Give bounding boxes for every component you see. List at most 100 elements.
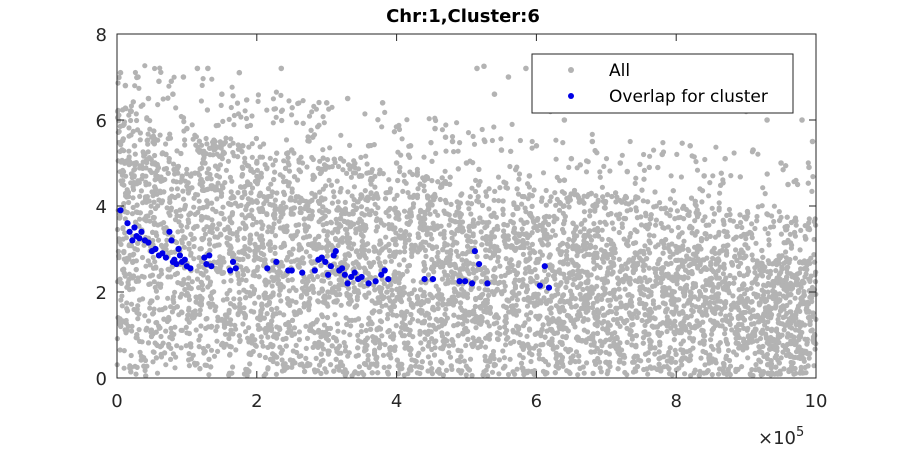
all-point: [313, 355, 319, 361]
all-point: [118, 297, 124, 303]
all-point: [344, 170, 350, 176]
all-point: [574, 253, 580, 259]
all-point: [674, 151, 680, 157]
all-point: [463, 372, 469, 378]
all-point: [437, 196, 443, 203]
all-point: [257, 154, 263, 160]
all-point: [291, 325, 298, 331]
all-point: [474, 65, 480, 72]
all-point: [624, 372, 630, 378]
all-point: [156, 307, 163, 313]
all-point: [255, 98, 261, 104]
all-point: [594, 283, 600, 289]
all-point: [285, 277, 291, 283]
all-point: [478, 305, 484, 311]
all-point: [323, 369, 329, 375]
all-point: [393, 323, 399, 329]
all-point: [341, 340, 347, 346]
all-point: [292, 360, 298, 366]
all-point: [513, 302, 519, 308]
all-point: [315, 274, 321, 280]
all-point: [465, 130, 472, 136]
all-point: [345, 189, 351, 195]
all-point: [444, 331, 450, 337]
all-point: [500, 348, 506, 354]
all-point: [677, 285, 683, 291]
all-point: [387, 253, 393, 259]
all-point: [493, 214, 499, 220]
all-point: [214, 226, 220, 232]
all-point: [709, 372, 715, 378]
all-point: [209, 296, 215, 302]
all-point: [385, 311, 391, 318]
all-point: [255, 92, 261, 98]
all-point: [320, 346, 326, 352]
all-point: [379, 100, 386, 106]
all-point: [400, 188, 406, 194]
all-point: [133, 371, 139, 377]
all-point: [334, 292, 340, 298]
all-point: [409, 357, 415, 363]
all-point: [482, 357, 488, 364]
all-point: [174, 343, 180, 349]
all-point: [645, 199, 651, 205]
all-point: [203, 268, 209, 274]
all-point: [439, 276, 445, 282]
all-point: [678, 246, 684, 252]
all-point: [274, 354, 280, 360]
all-point: [496, 357, 502, 363]
all-point: [630, 369, 637, 375]
all-point: [174, 186, 180, 192]
all-point: [449, 235, 455, 241]
all-point: [589, 290, 595, 296]
all-point: [679, 230, 685, 236]
all-point: [303, 249, 309, 255]
all-point: [797, 247, 803, 253]
all-point: [779, 332, 785, 338]
all-point: [701, 173, 707, 179]
all-point: [792, 295, 798, 301]
all-point: [591, 310, 597, 317]
all-point: [378, 319, 385, 325]
all-point: [225, 242, 231, 248]
all-point: [693, 159, 699, 165]
all-point: [147, 281, 153, 287]
all-point: [338, 302, 344, 308]
all-point: [168, 78, 174, 84]
all-point: [603, 156, 610, 162]
all-point: [285, 364, 291, 370]
all-point: [364, 206, 370, 212]
all-point: [193, 142, 199, 148]
all-point: [692, 218, 698, 224]
all-point: [404, 214, 410, 220]
all-point: [200, 287, 206, 293]
all-point: [415, 186, 421, 192]
all-point: [721, 370, 727, 376]
all-point: [341, 158, 347, 164]
all-point: [146, 318, 152, 324]
all-point: [334, 349, 340, 355]
all-point: [375, 205, 381, 211]
all-point: [227, 174, 233, 180]
all-point: [563, 284, 569, 290]
all-point: [726, 206, 733, 213]
all-point: [526, 316, 532, 322]
all-point: [543, 187, 549, 194]
all-point: [368, 142, 374, 149]
all-point: [281, 189, 287, 195]
all-point: [713, 144, 719, 150]
all-point: [718, 311, 724, 317]
all-point: [809, 138, 816, 145]
all-point: [624, 339, 630, 345]
all-point: [401, 208, 408, 214]
all-point: [716, 275, 723, 281]
all-point: [216, 174, 223, 180]
all-point: [543, 276, 550, 282]
all-point: [191, 204, 197, 210]
all-point: [496, 371, 502, 377]
all-point: [533, 343, 539, 349]
all-point: [623, 200, 629, 206]
all-point: [335, 328, 341, 334]
all-point: [321, 322, 327, 328]
